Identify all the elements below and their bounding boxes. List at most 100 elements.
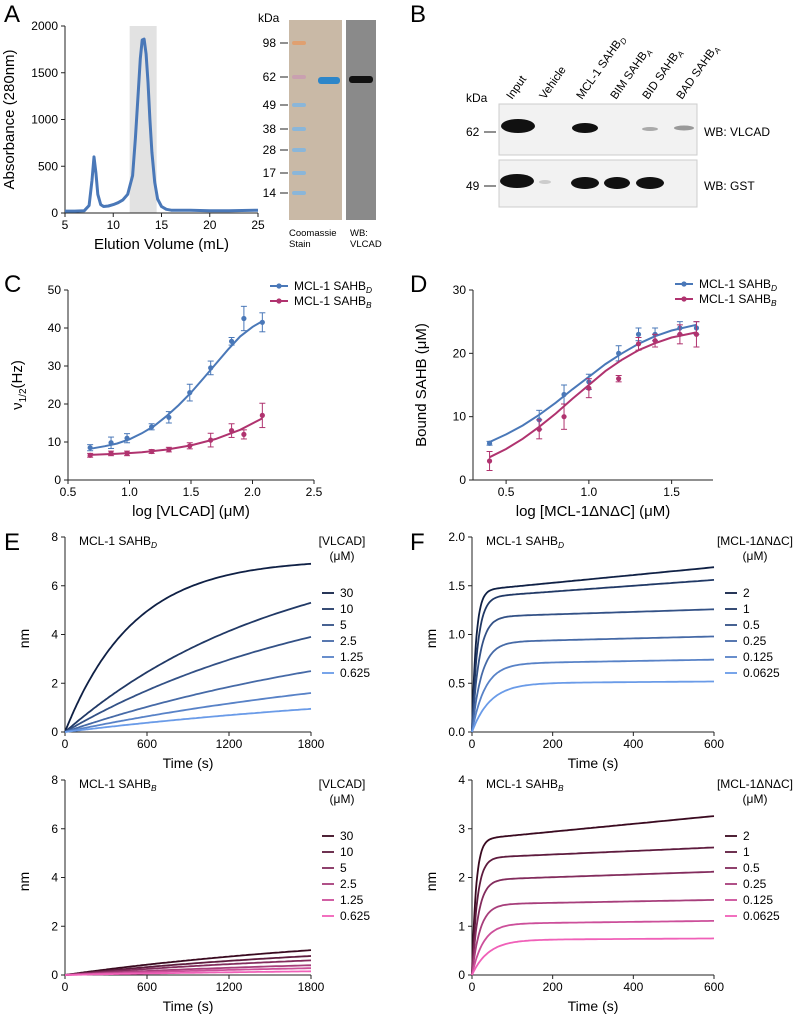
gel-marker-label: 62	[263, 70, 277, 84]
legend-title: [VLCAD]	[319, 777, 366, 791]
x-tick-label: 0	[469, 980, 476, 994]
x-tick-label: 15	[155, 218, 169, 232]
y-tick-label: 4	[51, 871, 58, 885]
data-point	[228, 338, 235, 344]
y-tick-label: 0.0	[448, 725, 465, 739]
gel-marker-label: 38	[263, 122, 277, 136]
legend-label: MCL-1 SAHBD	[699, 277, 777, 293]
x-tick-label: 600	[137, 980, 157, 994]
kinetic-trace	[471, 566, 715, 733]
data-point	[259, 319, 265, 325]
blot-band-bad-vlcad	[674, 125, 694, 131]
legend-label: 2.5	[340, 634, 357, 648]
ladder-band	[292, 171, 306, 175]
y-tick-label: 2	[51, 676, 58, 690]
gel-marker-label: 17	[263, 166, 277, 180]
y-axis-label: Bound SAHB (μM)	[413, 323, 430, 447]
y-tick-label: 2	[51, 919, 58, 933]
y-tick-label: 20	[48, 397, 62, 411]
data-point	[486, 440, 493, 446]
wb-label-2: VLCAD	[350, 239, 382, 250]
fit-curve	[489, 331, 697, 459]
data-point	[208, 365, 214, 371]
legend-unit: (μM)	[330, 792, 355, 806]
x-tick-label: 2.0	[244, 485, 261, 499]
data-point	[87, 445, 93, 451]
legend-label: 0.5	[743, 861, 760, 875]
legend-unit: (μM)	[743, 792, 768, 806]
y-tick-label: 0	[54, 473, 61, 487]
blot-band-mcl1-gst	[571, 177, 599, 189]
y-tick-label: 0	[51, 725, 58, 739]
kinetic-trace	[471, 635, 714, 733]
ladder-band	[292, 103, 306, 107]
fit-curve	[489, 323, 697, 443]
data-point	[228, 428, 235, 434]
gel-figure: kDa 98 62 49 38 28 17 14 Coomassie Stain WB: V…	[258, 11, 382, 250]
y-tick-label: 8	[51, 773, 58, 787]
legend-marker	[276, 283, 282, 289]
x-tick-label: 200	[543, 980, 563, 994]
legend-unit: (μM)	[743, 549, 768, 563]
y-tick-label: 0	[51, 968, 58, 982]
legend-label: 1	[743, 602, 750, 616]
y-axis-label: nm	[16, 872, 32, 891]
y-tick-label: 1.0	[448, 628, 465, 642]
data-point	[561, 391, 567, 398]
x-tick-label: 0	[62, 980, 69, 994]
blot-row-vlcad-label: WB: VLCAD	[704, 125, 770, 139]
data-point	[241, 315, 247, 322]
data-point	[652, 338, 658, 344]
x-tick-label: 1.5	[663, 485, 680, 499]
wb-vlcad-lane-image	[346, 20, 376, 220]
wb-vlcad-band	[349, 76, 373, 83]
y-tick-label: 500	[38, 159, 58, 173]
legend-label: 1.25	[340, 893, 364, 907]
legend-label: 30	[340, 829, 354, 843]
data-point	[149, 448, 155, 455]
data-point	[108, 440, 114, 446]
y-tick-label: 0	[459, 473, 466, 487]
y-axis-label: ν1/2(Hz)	[9, 360, 29, 410]
legend-label: 1	[743, 845, 750, 859]
data-point	[187, 390, 193, 396]
y-tick-label: 40	[48, 321, 62, 335]
data-point	[635, 331, 642, 337]
data-point	[616, 376, 622, 382]
ladder-band	[292, 191, 306, 195]
x-tick-label: 20	[203, 218, 217, 232]
y-tick-label: 1.5	[448, 579, 465, 593]
x-axis-label: Time (s)	[568, 755, 619, 771]
data-point	[208, 437, 214, 443]
x-axis-label: log [MCL-1ΔNΔC] (μM)	[516, 503, 671, 520]
legend-title: [MCL-1ΔNΔC]	[717, 534, 793, 548]
x-axis-label: Time (s)	[568, 998, 619, 1014]
chart-title: MCL-1 SAHBB	[79, 777, 157, 793]
panel-letter-b: B	[410, 1, 426, 28]
y-axis-label: nm	[423, 629, 439, 648]
x-tick-label: 600	[704, 737, 724, 751]
ladder-band	[292, 148, 306, 152]
coomassie-vlcad-band	[318, 77, 340, 84]
x-tick-label: 10	[107, 218, 121, 232]
y-tick-label: 2000	[31, 19, 58, 33]
legend-label: 0.625	[340, 909, 370, 923]
coomassie-label-2: Stain	[289, 239, 311, 250]
x-tick-label: 400	[623, 980, 643, 994]
ladder-band	[292, 127, 306, 131]
coomassie-lane-image	[289, 20, 342, 220]
kinetic-trace	[64, 692, 312, 733]
x-tick-label: 1200	[216, 980, 243, 994]
kinetic-trace	[471, 680, 714, 733]
chart-e-top-kinetics: 0 600 1200 1800 0 2 4 6 8 Time (s) nm MCL-1 SAHBD 30…	[16, 530, 370, 771]
x-tick-label: 600	[704, 980, 724, 994]
kinetic-trace	[64, 636, 312, 733]
blot-kda-label: kDa	[466, 91, 488, 105]
chart-f-bottom-kinetics: 0 200 400 600 0 1 2 3 4 Time (s) nm MCL-1 SAHBB 2 1 0.…	[423, 773, 793, 1014]
data-point	[259, 412, 265, 418]
x-tick-label: 0.5	[498, 485, 515, 499]
x-tick-label: 0.5	[60, 485, 77, 499]
panel-letter-a: A	[4, 1, 20, 28]
y-tick-label: 2	[458, 871, 465, 885]
